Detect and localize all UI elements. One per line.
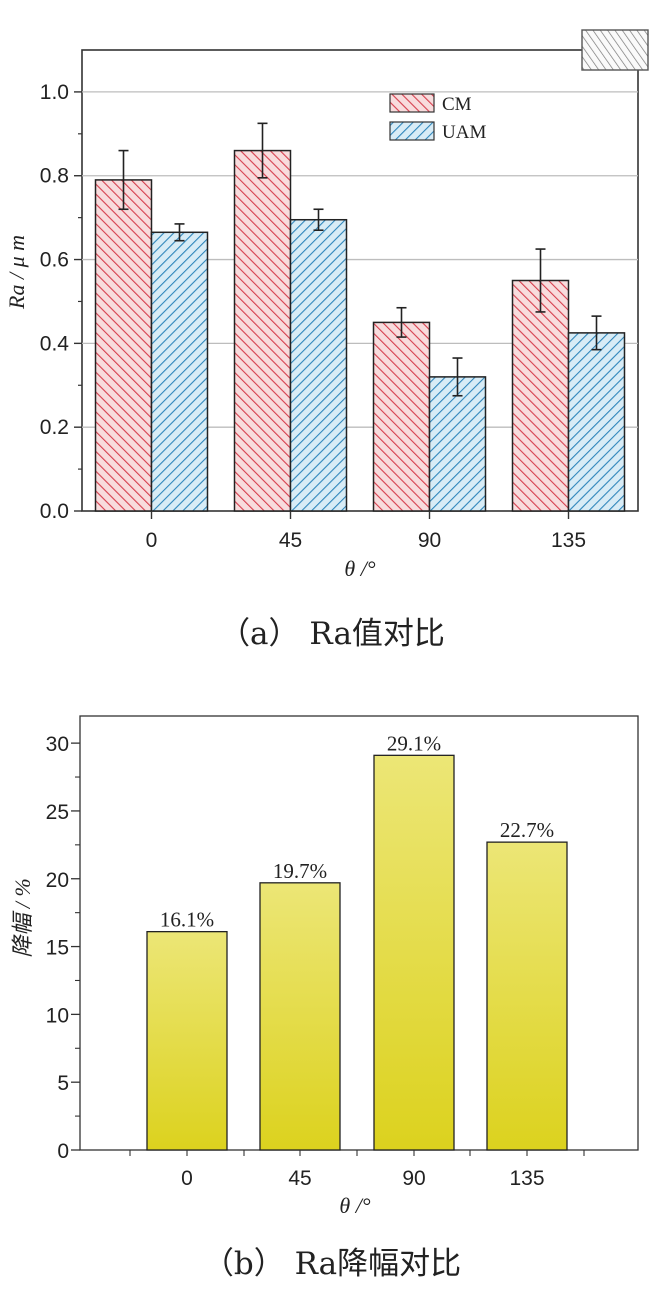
error-bar (591, 315, 602, 351)
y-tick-label: 30 (46, 733, 69, 756)
bar-reduction (373, 754, 455, 1151)
chart-b-data-labels: 16.1% 19.7% 29.1% 22.7% (160, 731, 554, 931)
bar-reduction (259, 882, 341, 1151)
chart-a-y-axis-title: Ra / μ m (4, 235, 29, 310)
chart-a: 0.0 0.2 0.4 0.6 0.8 1.0 0 45 90 135 CM UAM Ra / … (4, 29, 649, 581)
error-bar (313, 208, 324, 232)
y-tick-label: 5 (57, 1072, 69, 1095)
chart-b-bars (146, 754, 568, 1151)
x-tick-label: 135 (551, 529, 586, 552)
legend-swatch-cm (389, 93, 435, 113)
y-tick-label: 0.4 (40, 332, 70, 355)
chart-b: 16.1% 19.7% 29.1% 22.7% 0 5 10 15 20 25 30 0 45 90 1… (10, 715, 639, 1218)
error-bar (535, 248, 546, 313)
caption-b: （b） Ra降幅对比 (202, 1246, 462, 1282)
y-tick-label: 20 (46, 869, 69, 892)
y-tick-label: 1.0 (40, 81, 69, 104)
chart-b-y-axis-title: 降幅 / % (10, 878, 35, 957)
bar-uam (289, 218, 348, 512)
x-tick-label: 90 (402, 1167, 425, 1190)
chart-b-x-axis-title: θ /° (339, 1193, 370, 1218)
data-label: 19.7% (273, 859, 327, 883)
bar-cm (233, 149, 292, 512)
y-tick-label: 0.2 (40, 416, 69, 439)
y-tick-label: 0.0 (40, 500, 69, 523)
chart-a-x-axis-title: θ /° (344, 556, 375, 581)
bar-reduction (146, 930, 228, 1151)
chart-a-y-ticks: 0.0 0.2 0.4 0.6 0.8 1.0 (40, 81, 82, 523)
chart-a-error-bars (118, 122, 602, 397)
y-tick-label: 0.6 (40, 249, 69, 272)
bar-cm (94, 179, 153, 512)
bar-uam (567, 332, 626, 512)
tool-hatch-icon (581, 29, 649, 71)
error-bar (396, 306, 407, 338)
chart-a-legend: CM UAM (389, 93, 486, 143)
legend-swatch-uam (389, 121, 435, 141)
bar-cm (372, 321, 431, 512)
data-label: 29.1% (387, 731, 441, 755)
error-bar (174, 223, 185, 242)
y-tick-label: 10 (46, 1004, 69, 1027)
chart-a-bars (94, 149, 626, 512)
legend-label-cm: CM (442, 94, 472, 115)
chart-b-x-ticks: 0 45 90 135 (129, 1150, 585, 1190)
legend-label-uam: UAM (442, 122, 486, 143)
x-tick-label: 0 (146, 529, 158, 552)
bar-reduction (486, 841, 568, 1151)
x-tick-label: 0 (181, 1167, 193, 1190)
x-tick-label: 90 (418, 529, 441, 552)
caption-a: （a） Ra值对比 (219, 616, 445, 652)
data-label: 22.7% (500, 818, 554, 842)
chart-a-x-ticks: 0 45 90 135 (146, 511, 586, 552)
error-bar (257, 122, 268, 179)
y-tick-label: 0.8 (40, 165, 69, 188)
y-tick-label: 15 (46, 937, 69, 960)
error-bar (118, 149, 129, 211)
bar-cm (511, 279, 570, 512)
y-tick-label: 0 (57, 1140, 69, 1163)
x-tick-label: 135 (509, 1167, 544, 1190)
y-tick-label: 25 (46, 801, 69, 824)
x-tick-label: 45 (279, 529, 302, 552)
chart-b-y-ticks: 0 5 10 15 20 25 30 (46, 733, 80, 1163)
bar-uam (150, 231, 209, 512)
bar-uam (428, 376, 487, 512)
error-bar (452, 357, 463, 397)
data-label: 16.1% (160, 908, 214, 932)
x-tick-label: 45 (288, 1167, 311, 1190)
